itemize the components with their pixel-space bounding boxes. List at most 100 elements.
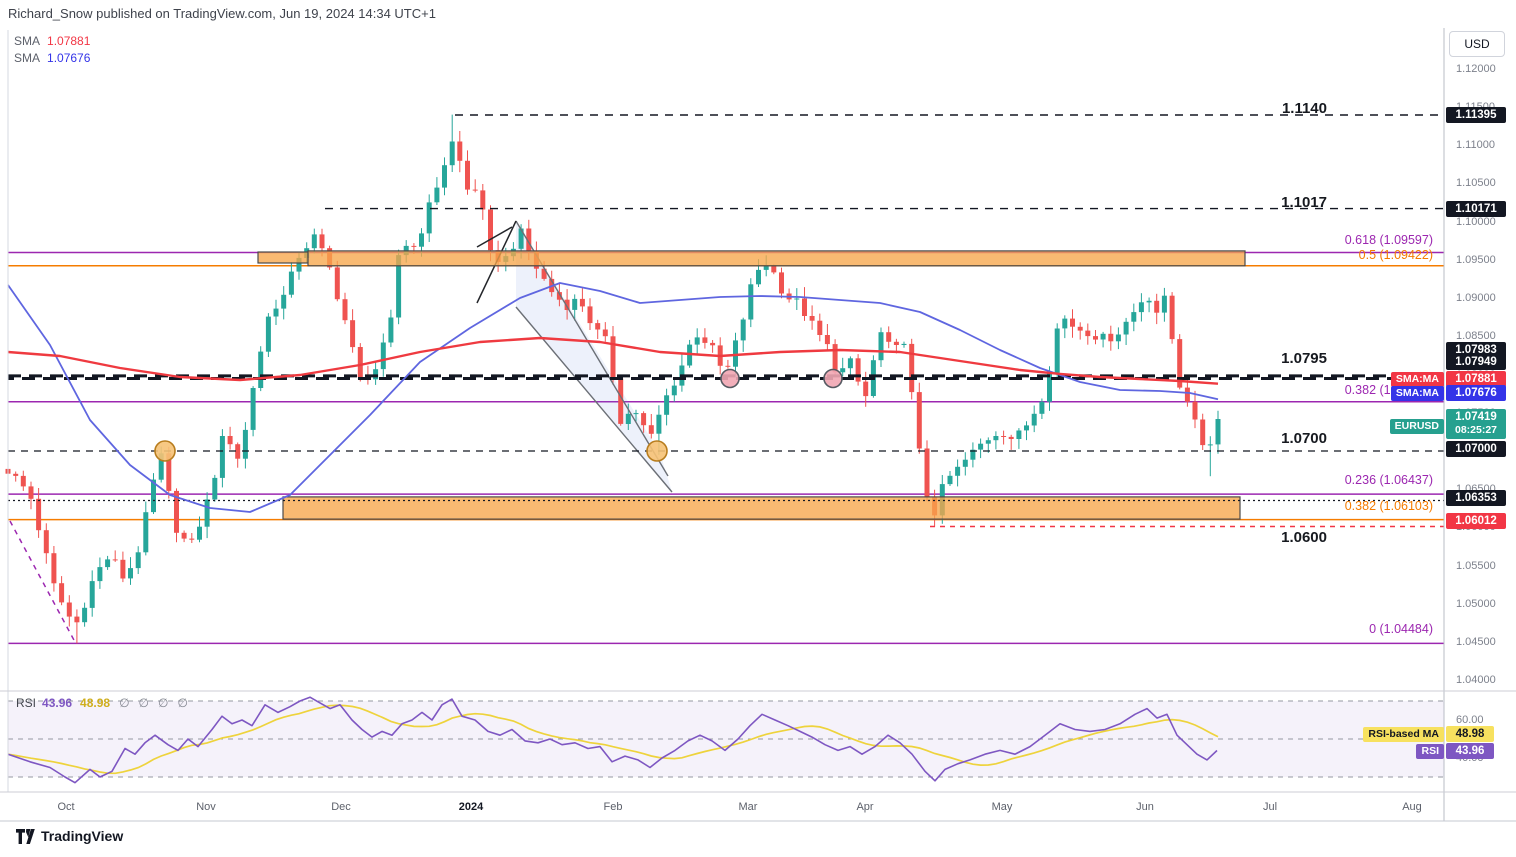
candle-body — [1207, 444, 1213, 446]
candle-body — [89, 581, 95, 608]
rsi-value: 43.96 — [42, 696, 73, 710]
candle-body — [334, 267, 340, 300]
candle-body — [572, 298, 578, 310]
candle-body — [817, 320, 823, 335]
trend-line-1[interactable] — [476, 226, 513, 248]
price-axis-tick[interactable]: 1.09000 — [1456, 292, 1496, 304]
price-level-label: 1.1140 — [1281, 100, 1327, 117]
badge-sma-red-tag: SMA:MA — [1390, 371, 1444, 387]
candle-body — [250, 388, 256, 430]
time-axis-label-apr[interactable]: Apr — [856, 801, 874, 813]
time-axis-label-2024[interactable]: 2024 — [458, 801, 484, 813]
candle-body — [771, 266, 777, 273]
candle-body — [281, 294, 287, 309]
marker-circle-pink-1[interactable] — [720, 368, 740, 389]
candle-body — [235, 444, 241, 459]
candle-body — [258, 351, 264, 388]
marker-circle-orange-2[interactable] — [646, 440, 668, 462]
candle-body — [311, 234, 317, 249]
time-axis-label-aug[interactable]: Aug — [1402, 801, 1422, 813]
candle-body — [824, 335, 830, 345]
price-axis-tick[interactable]: 1.04500 — [1456, 636, 1496, 648]
price-axis-tick[interactable]: 1.04000 — [1456, 674, 1496, 686]
candle-body — [610, 336, 616, 379]
candle-body — [166, 453, 172, 491]
legend-row-sma2[interactable]: SMA 1.07676 — [14, 50, 90, 67]
price-axis-tick[interactable]: 1.11000 — [1456, 139, 1495, 151]
tradingview-logo[interactable]: TradingView — [16, 828, 123, 844]
candle-body — [1138, 302, 1144, 313]
time-axis-label-mar[interactable]: Mar — [738, 801, 758, 813]
candle-body — [541, 268, 547, 279]
candle-body — [840, 368, 846, 373]
time-axis-label-oct[interactable]: Oct — [57, 801, 75, 813]
candle-body — [380, 342, 386, 370]
price-level-label: 1.0700 — [1281, 430, 1327, 447]
price-axis-tick[interactable]: 1.05500 — [1456, 560, 1496, 572]
rsi-legend[interactable]: RSI 43.96 48.98 ∅ ∅ ∅ ∅ — [16, 696, 188, 710]
price-axis-tick[interactable]: 1.05000 — [1456, 598, 1496, 610]
sma-slow-line[interactable] — [7, 336, 1219, 385]
candle-body — [1131, 312, 1137, 322]
candle-body — [694, 337, 700, 345]
currency-unit-button[interactable]: USD — [1449, 31, 1505, 57]
rsi-line[interactable] — [7, 696, 1218, 784]
candle-body — [457, 141, 463, 161]
badge-last-price-time: 08:25:27 — [1454, 424, 1498, 436]
candle-body — [978, 443, 984, 450]
candle-body — [1146, 300, 1152, 303]
badge-level-111395: 1.11395 — [1446, 107, 1506, 123]
sma-fast-line[interactable] — [7, 282, 1219, 513]
fib-level-label: 0.618 (1.09597) — [1344, 233, 1433, 247]
candle-body — [1085, 330, 1091, 337]
candle-body — [1047, 372, 1052, 402]
candle-body — [1184, 387, 1190, 402]
candle-body — [143, 512, 149, 553]
falling-wedge-fill[interactable] — [516, 221, 672, 492]
candle-body — [265, 316, 271, 352]
price-axis-tick[interactable]: 1.08500 — [1456, 330, 1496, 342]
price-level-label: 1.1017 — [1281, 194, 1327, 211]
candle-body — [733, 340, 738, 367]
price-axis-tick[interactable]: 1.10000 — [1456, 216, 1496, 228]
marker-circle-pink-2[interactable] — [823, 368, 843, 389]
price-axis-tick[interactable]: 1.10500 — [1456, 177, 1496, 189]
candle-body — [1039, 401, 1045, 414]
fib-level-label: 0.236 (1.06437) — [1344, 473, 1433, 487]
rsi-ma-line[interactable] — [7, 704, 1219, 775]
candle-body — [763, 266, 769, 270]
price-axis-tick[interactable]: 1.09500 — [1456, 254, 1496, 266]
time-axis-label-dec[interactable]: Dec — [331, 801, 351, 813]
candle-body — [710, 342, 716, 346]
candle-body — [426, 202, 432, 234]
legend-row-sma1[interactable]: SMA 1.07881 — [14, 33, 90, 50]
time-axis-label-jul[interactable]: Jul — [1262, 801, 1278, 813]
candle-body — [1200, 419, 1206, 446]
attribution-text: Richard_Snow published on TradingView.co… — [8, 6, 436, 21]
time-axis-label-may[interactable]: May — [991, 801, 1013, 813]
time-axis-label-feb[interactable]: Feb — [603, 801, 623, 813]
time-axis-label-jun[interactable]: Jun — [1136, 801, 1154, 813]
candle-body — [1031, 413, 1037, 426]
supply-zone-main[interactable] — [307, 250, 1246, 267]
chart-plot-area[interactable] — [8, 30, 1444, 690]
candle-body — [625, 413, 631, 424]
marker-circle-orange-1[interactable] — [154, 440, 176, 462]
candle-body — [442, 165, 447, 188]
candle-body — [74, 616, 80, 623]
rsi-axis-tick[interactable]: 60.00 — [1456, 714, 1484, 726]
candle-body — [1077, 326, 1083, 331]
demand-zone-main[interactable] — [282, 496, 1241, 520]
price-level-label: 1.0795 — [1281, 350, 1327, 367]
candle-body — [993, 436, 999, 441]
candle-body — [135, 552, 141, 569]
candle-body — [526, 228, 532, 251]
badge-last-price: 1.07419 08:25:27 — [1446, 409, 1506, 439]
candle-body — [273, 308, 279, 317]
candle-body — [219, 436, 225, 478]
candle-body — [204, 499, 210, 527]
fib-trend-diagonal[interactable] — [9, 520, 76, 643]
price-axis-tick[interactable]: 1.12000 — [1456, 63, 1496, 75]
time-axis-label-nov[interactable]: Nov — [196, 801, 216, 813]
